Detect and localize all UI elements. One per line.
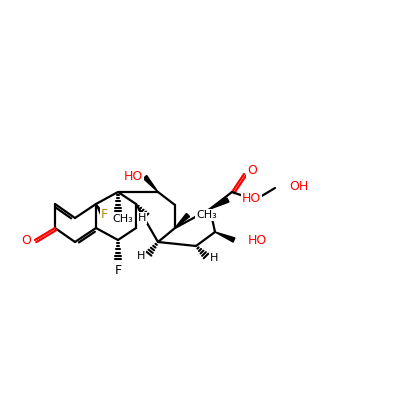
Polygon shape — [210, 198, 229, 209]
Text: O: O — [21, 234, 31, 246]
Text: CH₃: CH₃ — [112, 214, 133, 224]
Polygon shape — [143, 176, 158, 192]
Text: OH: OH — [289, 180, 308, 194]
Text: F: F — [114, 264, 122, 276]
Text: H: H — [137, 251, 145, 261]
Text: F: F — [101, 208, 108, 220]
Text: HO: HO — [248, 234, 267, 246]
Polygon shape — [96, 204, 106, 218]
Text: HO: HO — [124, 170, 143, 184]
Text: H: H — [210, 253, 218, 263]
Text: O: O — [247, 164, 257, 178]
Text: CH₃: CH₃ — [196, 210, 217, 220]
Text: H: H — [138, 213, 146, 223]
Polygon shape — [215, 232, 235, 242]
Polygon shape — [175, 214, 190, 228]
Text: HO: HO — [242, 192, 261, 206]
